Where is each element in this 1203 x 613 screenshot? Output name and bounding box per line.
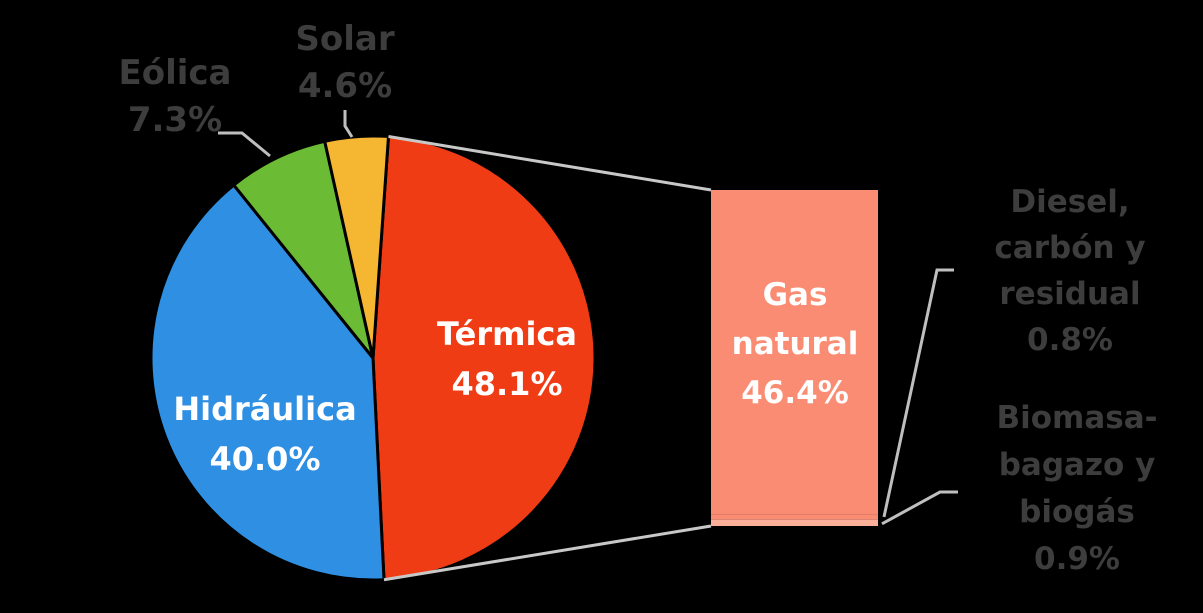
pie-slice-solar [323,134,390,360]
leader-line-biomasa [881,490,958,526]
pie-label-eolica: Eólica 7.3% [119,53,232,140]
leader-line-diesel [882,268,954,518]
bar-segment-gas-natural [711,190,878,515]
labels: Térmica 48.1% Hidráulica 40.0% Eólica 7.3% Sol… [119,19,1158,577]
pie-label-termica: Térmica 48.1% [437,315,577,403]
pie [149,134,597,582]
pie-label-solar: Solar 4.6% [295,19,394,106]
bar-label-diesel-carbon-residual: Diesel, carbón y residual 0.8% [994,184,1145,358]
pie-slice-termica [371,135,597,582]
connector-top [388,135,712,192]
breakdown-bar [711,190,878,526]
connector-bottom [383,524,712,582]
leader-line-solar [343,110,354,138]
connectors [383,135,712,582]
pie-slice-eolica [232,139,375,360]
leader-line-eolica [218,131,271,158]
bar-label-biomasa-bagazo-biogas: Biomasa-bagazo y biogás 0.9% [996,400,1157,577]
pie-label-hidraulica: Hidráulica 40.0% [173,390,356,478]
bar-segment-biomasa-bagazo-y-biogas [711,519,878,526]
pie-slice-hidraulica [149,183,386,582]
bar-segment-diesel-carbon-y-residual [711,514,878,520]
bar-label-gas-natural: Gas natural 46.4% [732,277,859,411]
